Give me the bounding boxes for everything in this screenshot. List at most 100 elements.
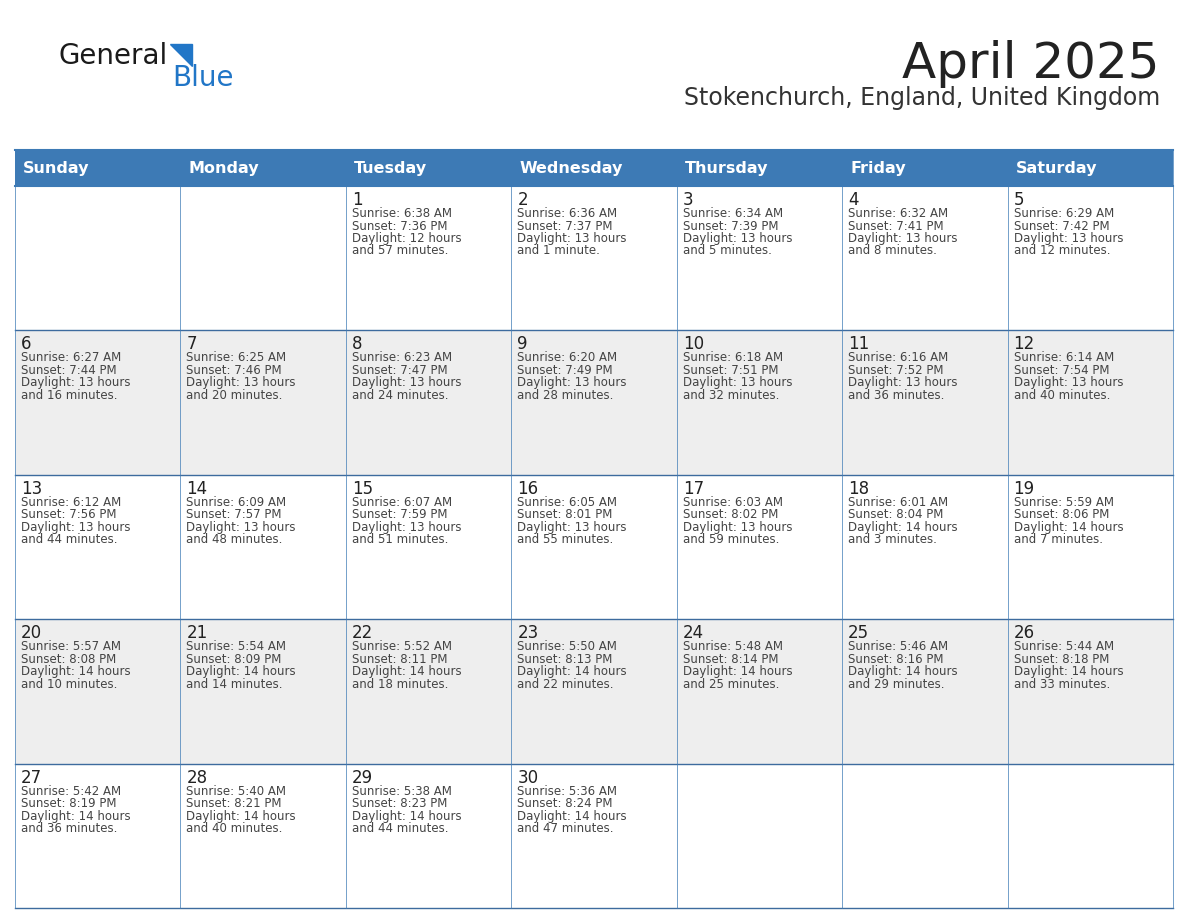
Bar — [15, 764, 1173, 908]
Text: Sunrise: 5:42 AM: Sunrise: 5:42 AM — [21, 785, 121, 798]
Text: Daylight: 13 hours: Daylight: 13 hours — [517, 376, 627, 389]
Text: and 10 minutes.: and 10 minutes. — [21, 677, 118, 690]
Text: 19: 19 — [1013, 480, 1035, 498]
Text: Daylight: 13 hours: Daylight: 13 hours — [352, 521, 461, 533]
Text: Sunset: 8:13 PM: Sunset: 8:13 PM — [517, 653, 613, 666]
Text: and 47 minutes.: and 47 minutes. — [517, 823, 614, 835]
Text: and 32 minutes.: and 32 minutes. — [683, 389, 779, 402]
Text: 14: 14 — [187, 480, 208, 498]
Text: Sunset: 8:04 PM: Sunset: 8:04 PM — [848, 509, 943, 521]
Text: Sunset: 7:46 PM: Sunset: 7:46 PM — [187, 364, 282, 377]
Text: Sunrise: 6:38 AM: Sunrise: 6:38 AM — [352, 207, 451, 220]
Text: 3: 3 — [683, 191, 694, 209]
Text: Sunset: 7:59 PM: Sunset: 7:59 PM — [352, 509, 448, 521]
Text: Sunrise: 5:59 AM: Sunrise: 5:59 AM — [1013, 496, 1113, 509]
Text: Sunrise: 6:16 AM: Sunrise: 6:16 AM — [848, 352, 948, 364]
Text: and 20 minutes.: and 20 minutes. — [187, 389, 283, 402]
Text: 16: 16 — [517, 480, 538, 498]
Text: Sunset: 7:36 PM: Sunset: 7:36 PM — [352, 219, 448, 232]
Bar — [15, 620, 1173, 764]
Text: Sunrise: 6:07 AM: Sunrise: 6:07 AM — [352, 496, 451, 509]
Bar — [15, 330, 1173, 475]
Text: 24: 24 — [683, 624, 703, 643]
Text: Daylight: 13 hours: Daylight: 13 hours — [848, 376, 958, 389]
Text: Sunset: 8:09 PM: Sunset: 8:09 PM — [187, 653, 282, 666]
Text: and 29 minutes.: and 29 minutes. — [848, 677, 944, 690]
Text: Daylight: 13 hours: Daylight: 13 hours — [517, 521, 627, 533]
Text: Sunset: 7:56 PM: Sunset: 7:56 PM — [21, 509, 116, 521]
Text: Daylight: 14 hours: Daylight: 14 hours — [683, 666, 792, 678]
Text: Daylight: 13 hours: Daylight: 13 hours — [352, 376, 461, 389]
Text: 6: 6 — [21, 335, 32, 353]
Text: Daylight: 13 hours: Daylight: 13 hours — [21, 521, 131, 533]
Text: Sunset: 8:06 PM: Sunset: 8:06 PM — [1013, 509, 1108, 521]
Text: and 25 minutes.: and 25 minutes. — [683, 677, 779, 690]
Text: Stokenchurch, England, United Kingdom: Stokenchurch, England, United Kingdom — [684, 86, 1159, 110]
Text: Daylight: 14 hours: Daylight: 14 hours — [352, 666, 461, 678]
Text: and 36 minutes.: and 36 minutes. — [848, 389, 944, 402]
Text: Friday: Friday — [851, 161, 905, 175]
Text: Sunrise: 5:38 AM: Sunrise: 5:38 AM — [352, 785, 451, 798]
Text: and 24 minutes.: and 24 minutes. — [352, 389, 448, 402]
Text: Daylight: 13 hours: Daylight: 13 hours — [517, 232, 627, 245]
Text: and 22 minutes.: and 22 minutes. — [517, 677, 614, 690]
Bar — [15, 186, 1173, 330]
Text: Sunrise: 5:40 AM: Sunrise: 5:40 AM — [187, 785, 286, 798]
Text: Blue: Blue — [172, 64, 234, 92]
Text: 1: 1 — [352, 191, 362, 209]
Text: 27: 27 — [21, 768, 42, 787]
Text: Daylight: 13 hours: Daylight: 13 hours — [683, 232, 792, 245]
Text: Sunrise: 6:25 AM: Sunrise: 6:25 AM — [187, 352, 286, 364]
Text: Daylight: 14 hours: Daylight: 14 hours — [1013, 666, 1123, 678]
Text: 9: 9 — [517, 335, 527, 353]
Text: April 2025: April 2025 — [903, 40, 1159, 88]
Text: and 28 minutes.: and 28 minutes. — [517, 389, 614, 402]
Text: 11: 11 — [848, 335, 870, 353]
Text: Daylight: 13 hours: Daylight: 13 hours — [1013, 376, 1123, 389]
Text: and 12 minutes.: and 12 minutes. — [1013, 244, 1110, 258]
Text: Sunset: 8:23 PM: Sunset: 8:23 PM — [352, 797, 447, 810]
Text: and 7 minutes.: and 7 minutes. — [1013, 533, 1102, 546]
Text: 20: 20 — [21, 624, 42, 643]
Text: Sunrise: 6:05 AM: Sunrise: 6:05 AM — [517, 496, 618, 509]
Text: and 59 minutes.: and 59 minutes. — [683, 533, 779, 546]
Text: Sunset: 8:14 PM: Sunset: 8:14 PM — [683, 653, 778, 666]
Text: Sunrise: 6:12 AM: Sunrise: 6:12 AM — [21, 496, 121, 509]
Bar — [15, 150, 1173, 186]
Text: Sunset: 8:02 PM: Sunset: 8:02 PM — [683, 509, 778, 521]
Text: Sunrise: 5:44 AM: Sunrise: 5:44 AM — [1013, 640, 1113, 654]
Text: 2: 2 — [517, 191, 527, 209]
Text: Sunrise: 6:23 AM: Sunrise: 6:23 AM — [352, 352, 451, 364]
Text: Wednesday: Wednesday — [519, 161, 623, 175]
Text: and 44 minutes.: and 44 minutes. — [352, 823, 448, 835]
Text: Sunset: 8:19 PM: Sunset: 8:19 PM — [21, 797, 116, 810]
Text: Daylight: 13 hours: Daylight: 13 hours — [187, 376, 296, 389]
Text: 28: 28 — [187, 768, 208, 787]
Text: Sunset: 8:21 PM: Sunset: 8:21 PM — [187, 797, 282, 810]
Text: and 3 minutes.: and 3 minutes. — [848, 533, 937, 546]
Text: 13: 13 — [21, 480, 43, 498]
Text: Sunrise: 6:27 AM: Sunrise: 6:27 AM — [21, 352, 121, 364]
Text: 5: 5 — [1013, 191, 1024, 209]
Text: 17: 17 — [683, 480, 703, 498]
Text: Daylight: 14 hours: Daylight: 14 hours — [517, 810, 627, 823]
Text: Sunset: 8:01 PM: Sunset: 8:01 PM — [517, 509, 613, 521]
Text: Sunrise: 5:54 AM: Sunrise: 5:54 AM — [187, 640, 286, 654]
Text: General: General — [58, 42, 168, 70]
Text: Sunrise: 6:32 AM: Sunrise: 6:32 AM — [848, 207, 948, 220]
Text: Tuesday: Tuesday — [354, 161, 426, 175]
Text: Daylight: 14 hours: Daylight: 14 hours — [21, 810, 131, 823]
Text: Sunset: 8:18 PM: Sunset: 8:18 PM — [1013, 653, 1108, 666]
Text: 30: 30 — [517, 768, 538, 787]
Text: Sunset: 8:24 PM: Sunset: 8:24 PM — [517, 797, 613, 810]
Text: and 36 minutes.: and 36 minutes. — [21, 823, 118, 835]
Text: Sunset: 7:49 PM: Sunset: 7:49 PM — [517, 364, 613, 377]
Text: and 5 minutes.: and 5 minutes. — [683, 244, 771, 258]
Text: 29: 29 — [352, 768, 373, 787]
Text: Thursday: Thursday — [684, 161, 769, 175]
Text: Sunset: 7:37 PM: Sunset: 7:37 PM — [517, 219, 613, 232]
Text: 21: 21 — [187, 624, 208, 643]
Text: and 8 minutes.: and 8 minutes. — [848, 244, 937, 258]
Text: 25: 25 — [848, 624, 870, 643]
Text: and 33 minutes.: and 33 minutes. — [1013, 677, 1110, 690]
